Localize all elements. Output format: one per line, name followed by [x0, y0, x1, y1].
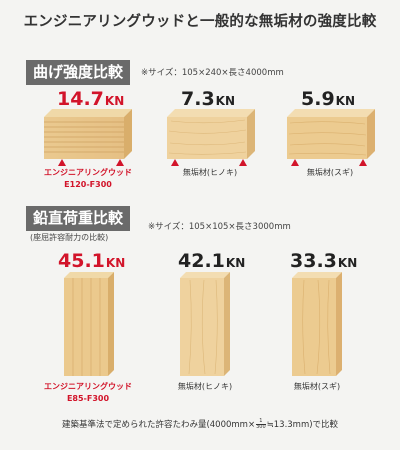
vertical-section-label: 鉛直荷重比較 — [26, 206, 131, 231]
page-title: エンジニアリングウッドと一般的な無垢材の強度比較 — [23, 14, 377, 30]
laminated-column-image — [64, 272, 114, 376]
sugi-column-image — [292, 272, 342, 376]
hinoki-column-image — [180, 272, 230, 376]
bending-caption-sugi: 無垢材(スギ) — [306, 168, 354, 177]
fraction: 1 300 — [256, 418, 266, 430]
hinoki-beam-image — [167, 109, 255, 159]
bending-section-label: 曲げ強度比較 — [26, 60, 131, 85]
bending-value-sugi: 5.9KN — [301, 88, 356, 110]
laminated-beam-image — [44, 109, 132, 159]
vertical-caption-sugi: 無垢材(スギ) — [293, 382, 341, 391]
vertical-value-hinoki: 42.1KN — [178, 250, 246, 272]
vertical-caption-hinoki: 無垢材(ヒノキ) — [177, 382, 233, 391]
bending-caption-engineered: エンジニアリングウッド E120-F300 — [44, 168, 132, 189]
support-marker-right — [359, 159, 367, 166]
bending-value-hinoki: 7.3KN — [181, 88, 236, 110]
vertical-value-sugi: 33.3KN — [290, 250, 358, 272]
support-marker-left — [291, 159, 299, 166]
vertical-size-note: ※サイズ：105×105×長さ3000mm — [148, 222, 291, 232]
vertical-section-sublabel: (座屈許容耐力の比較) — [30, 233, 109, 242]
bending-value-engineered: 14.7KN — [57, 88, 125, 110]
support-marker-right — [116, 159, 124, 166]
support-marker-left — [171, 159, 179, 166]
footer-note: 建築基準法で定められた許容たわみ量(4000mm× 1 300 ≒13.3mm)で比較 — [61, 418, 339, 431]
bending-caption-hinoki: 無垢材(ヒノキ) — [182, 168, 238, 177]
support-marker-right — [239, 159, 247, 166]
support-marker-left — [58, 159, 66, 166]
vertical-caption-engineered: エンジニアリングウッド E85-F300 — [44, 382, 132, 403]
bending-size-note: ※サイズ：105×240×長さ4000mm — [141, 68, 284, 78]
vertical-value-engineered: 45.1KN — [58, 250, 126, 272]
sugi-beam-image — [287, 109, 375, 159]
